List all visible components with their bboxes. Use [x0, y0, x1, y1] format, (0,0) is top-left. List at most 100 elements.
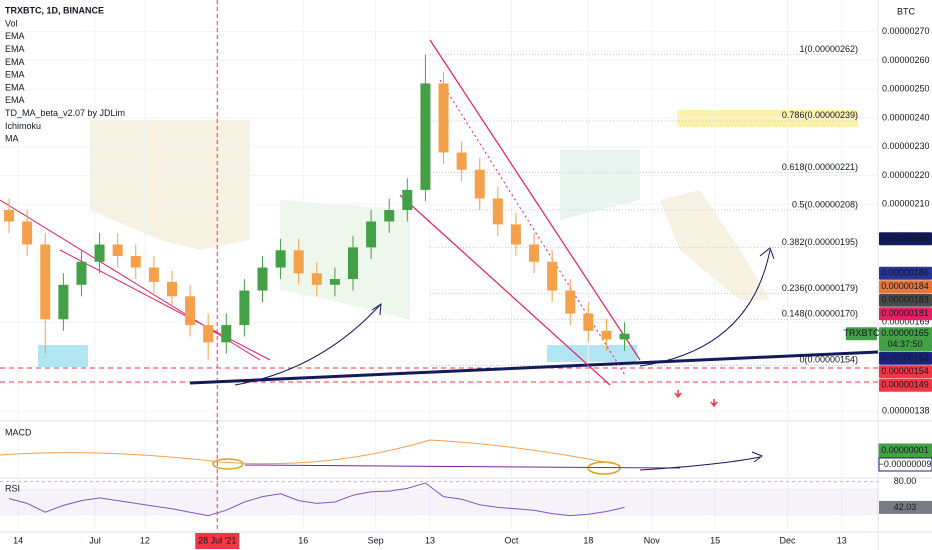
channel-line [429, 39, 641, 361]
fib-label: 0.786(0.00000239) [782, 110, 858, 120]
channel-mid [439, 79, 626, 376]
indicator-label: EMA [5, 31, 25, 41]
candle-body [510, 224, 521, 245]
candle-body [275, 250, 286, 268]
candle-body [311, 273, 322, 285]
candle-body [474, 169, 485, 199]
candle-body [492, 198, 503, 225]
arrow [639, 249, 771, 367]
divergence-line [244, 464, 681, 469]
fib-label: 0.618(0.00000221) [782, 162, 858, 172]
candle-body [221, 325, 232, 343]
candle-body [148, 267, 159, 282]
candle-body [112, 244, 123, 257]
down-arrow [674, 390, 682, 399]
cloud [90, 120, 250, 250]
macd-label: MACD [5, 427, 32, 437]
macd-signal [0, 439, 621, 466]
macd-value: 0.00000001 [881, 445, 929, 455]
candle-body [58, 284, 69, 320]
candle-body [166, 281, 177, 297]
indicator-label: MA [5, 134, 19, 144]
price-label: 0.00000154 [881, 366, 929, 376]
price-label: 0.00000181 [881, 308, 929, 318]
y-tick-label: 0.00000210 [882, 199, 930, 209]
y-tick-label: 0.00000220 [882, 170, 930, 180]
unit-label: BTC [897, 6, 916, 16]
x-tick-label: Oct [504, 535, 519, 545]
x-tick-label: 15 [710, 535, 720, 545]
arrow [234, 304, 381, 386]
candle-body [130, 256, 141, 268]
price-label-box [879, 351, 932, 365]
y-tick-label: 0.00000169 [882, 317, 930, 327]
arrow [639, 456, 761, 471]
channel-line [0, 199, 261, 361]
indicator-label: Vol [5, 18, 18, 28]
candle-body [583, 313, 594, 331]
candle-body [293, 250, 304, 274]
candle-body [94, 244, 105, 262]
arrow-head [751, 451, 764, 463]
y-tick-label: 0.00000250 [882, 84, 930, 94]
rsi-last-label: 42.03 [894, 502, 917, 512]
cloud [280, 200, 410, 320]
x-tick-label: Sep [368, 535, 384, 545]
indicator-label: EMA [5, 44, 25, 54]
channel-line [59, 249, 271, 361]
candle-body [438, 83, 449, 153]
candle-body [203, 325, 214, 343]
x-tick-label: 18 [583, 535, 593, 545]
price-label: 0.00000149 [881, 380, 929, 390]
price-label-box [879, 266, 932, 280]
countdown: 04:37:50 [887, 339, 922, 349]
chart-title: TRXBTC, 1D, BINANCE [5, 5, 104, 15]
arrow-head [759, 247, 775, 260]
macd-value: −0.00000009 [879, 459, 932, 469]
rsi-tick-label: 80.00 [894, 476, 917, 486]
x-tick-label: 16 [298, 535, 308, 545]
indicator-label: EMA [5, 82, 25, 92]
price-label: 0.00000165 [881, 328, 929, 338]
x-tick-label: 13 [425, 535, 435, 545]
y-tick-label: 0.00000270 [882, 26, 930, 36]
price-label-box [879, 378, 932, 392]
indicator-label: EMA [5, 57, 25, 67]
fib-label: 0.5(0.00000208) [792, 199, 858, 209]
y-tick-label: 0.00000138 [882, 406, 930, 416]
rsi-line [8, 482, 625, 517]
candle-body [257, 267, 268, 291]
x-tick-label: Nov [644, 535, 661, 545]
price-label-box [879, 280, 932, 294]
fib-label: 0.236(0.00000179) [782, 283, 858, 293]
fib-highlight [677, 110, 858, 127]
macd-value-box [878, 443, 932, 458]
macd-value-box [878, 457, 932, 472]
cloud [560, 150, 640, 220]
price-label: 0.00000183 [881, 295, 929, 305]
marks [0, 54, 878, 517]
fib-label: 1(0.00000262) [799, 44, 858, 54]
x-tick-label: 12 [140, 535, 150, 545]
candle-body [76, 261, 87, 285]
rsi-label: RSI [5, 483, 20, 493]
candle-body [40, 244, 51, 320]
fib-label: 0(0.00000154) [799, 355, 858, 365]
channel-line [399, 194, 611, 386]
price-label-box [879, 232, 932, 246]
x-tick-label: 14 [13, 535, 23, 545]
x-tick-label: Dec [779, 535, 796, 545]
x-tick-label: 13 [837, 535, 847, 545]
price-label-box [879, 327, 932, 352]
arrow-head [371, 303, 382, 316]
y-tick-label: 0.00000260 [882, 55, 930, 65]
candle-body [329, 279, 340, 285]
candle-body [402, 189, 413, 210]
fib-label: 0.382(0.00000195) [782, 237, 858, 247]
crosshair-label: 28 Jul '21 [198, 535, 236, 545]
zone-box [547, 345, 637, 362]
zone-box [38, 345, 88, 367]
candle-body [529, 244, 540, 262]
indicator-label: EMA [5, 70, 25, 80]
